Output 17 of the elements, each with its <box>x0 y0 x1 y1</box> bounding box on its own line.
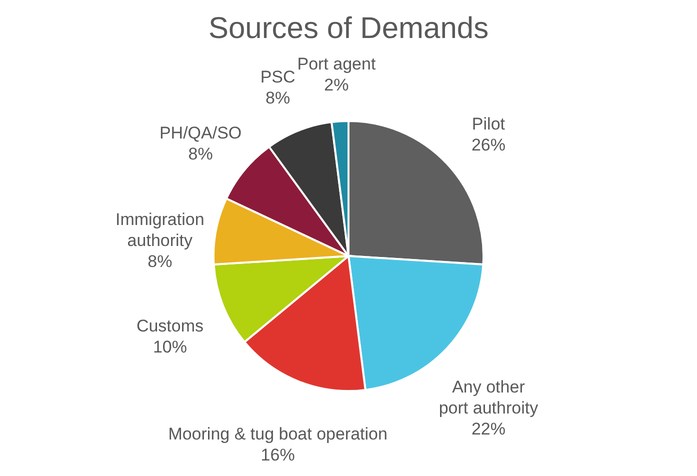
data-label: 22% <box>471 419 506 438</box>
slice-label: PH/QA/SO <box>159 124 242 143</box>
data-label: 8% <box>188 144 213 164</box>
slice-label: Immigration authority <box>115 210 204 250</box>
slice-label: Pilot <box>472 114 506 134</box>
data-label: 10% <box>152 338 187 357</box>
slice-label: Port agent <box>297 54 376 74</box>
data-label: 26% <box>471 136 506 155</box>
slice-label: Any other port authroity <box>438 377 539 418</box>
data-label: 8% <box>148 252 172 272</box>
chart-title: Sources of Demands <box>208 12 489 45</box>
data-label: 8% <box>266 88 290 108</box>
data-label: 2% <box>324 75 349 94</box>
slice-label: Customs <box>136 316 204 336</box>
slice-label: Mooring & tug boat operation <box>168 424 388 444</box>
data-label: 16% <box>260 446 295 465</box>
slice-label: PSC <box>260 67 296 86</box>
